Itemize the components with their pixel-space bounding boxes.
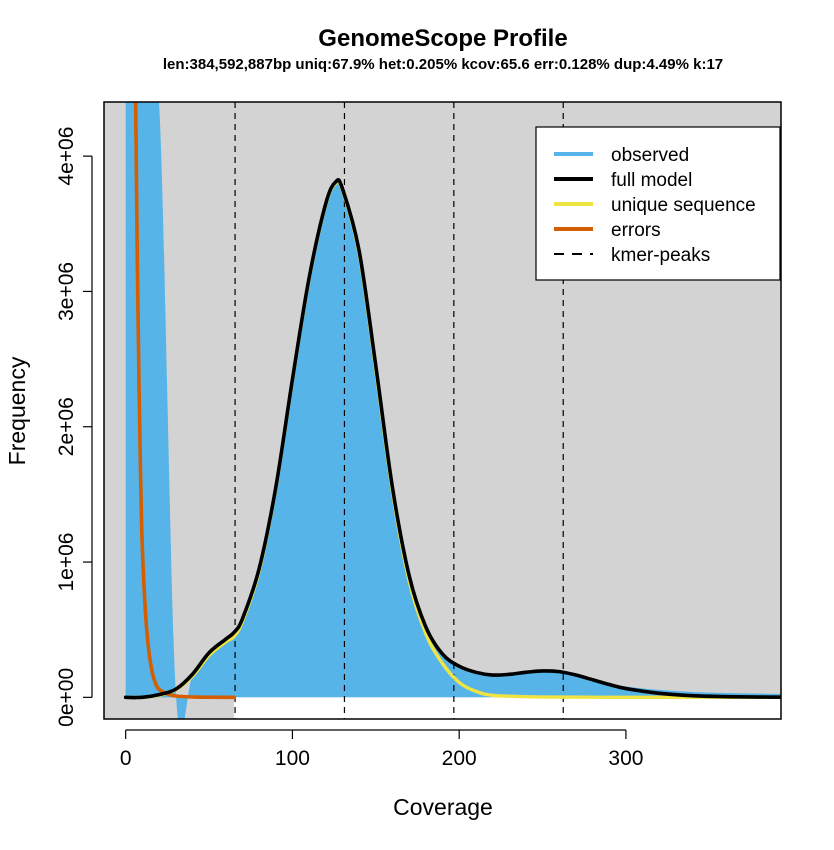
chart-subtitle: len:384,592,887bp uniq:67.9% het:0.205% … xyxy=(163,56,723,73)
legend-label: observed xyxy=(611,145,689,166)
y-tick-label: 4e+06 xyxy=(55,127,78,186)
legend-label: full model xyxy=(611,170,692,191)
x-tick-label: 0 xyxy=(120,747,132,770)
y-tick-label: 0e+00 xyxy=(55,668,78,727)
full-model-line xyxy=(123,178,781,700)
x-axis-label: Coverage xyxy=(393,794,493,820)
y-axis-label: Frequency xyxy=(4,356,30,465)
y-tick-label: 1e+06 xyxy=(55,533,78,592)
errors-line xyxy=(133,102,236,700)
x-tick-label: 300 xyxy=(608,747,643,770)
chart-title: GenomeScope Profile xyxy=(318,25,567,52)
y-tick-label: 2e+06 xyxy=(55,397,78,456)
x-tick-label: 200 xyxy=(442,747,477,770)
x-tick-label: 100 xyxy=(275,747,310,770)
legend-label: errors xyxy=(611,220,661,241)
legend-label: unique sequence xyxy=(611,195,756,216)
plot-frame xyxy=(103,101,782,720)
below-baseline-band xyxy=(234,697,781,719)
observed-area xyxy=(125,102,781,719)
legend-label: kmer-peaks xyxy=(611,245,710,266)
y-tick-label: 3e+06 xyxy=(55,262,78,321)
legend: observed full model unique sequence errors k… xyxy=(535,126,781,281)
